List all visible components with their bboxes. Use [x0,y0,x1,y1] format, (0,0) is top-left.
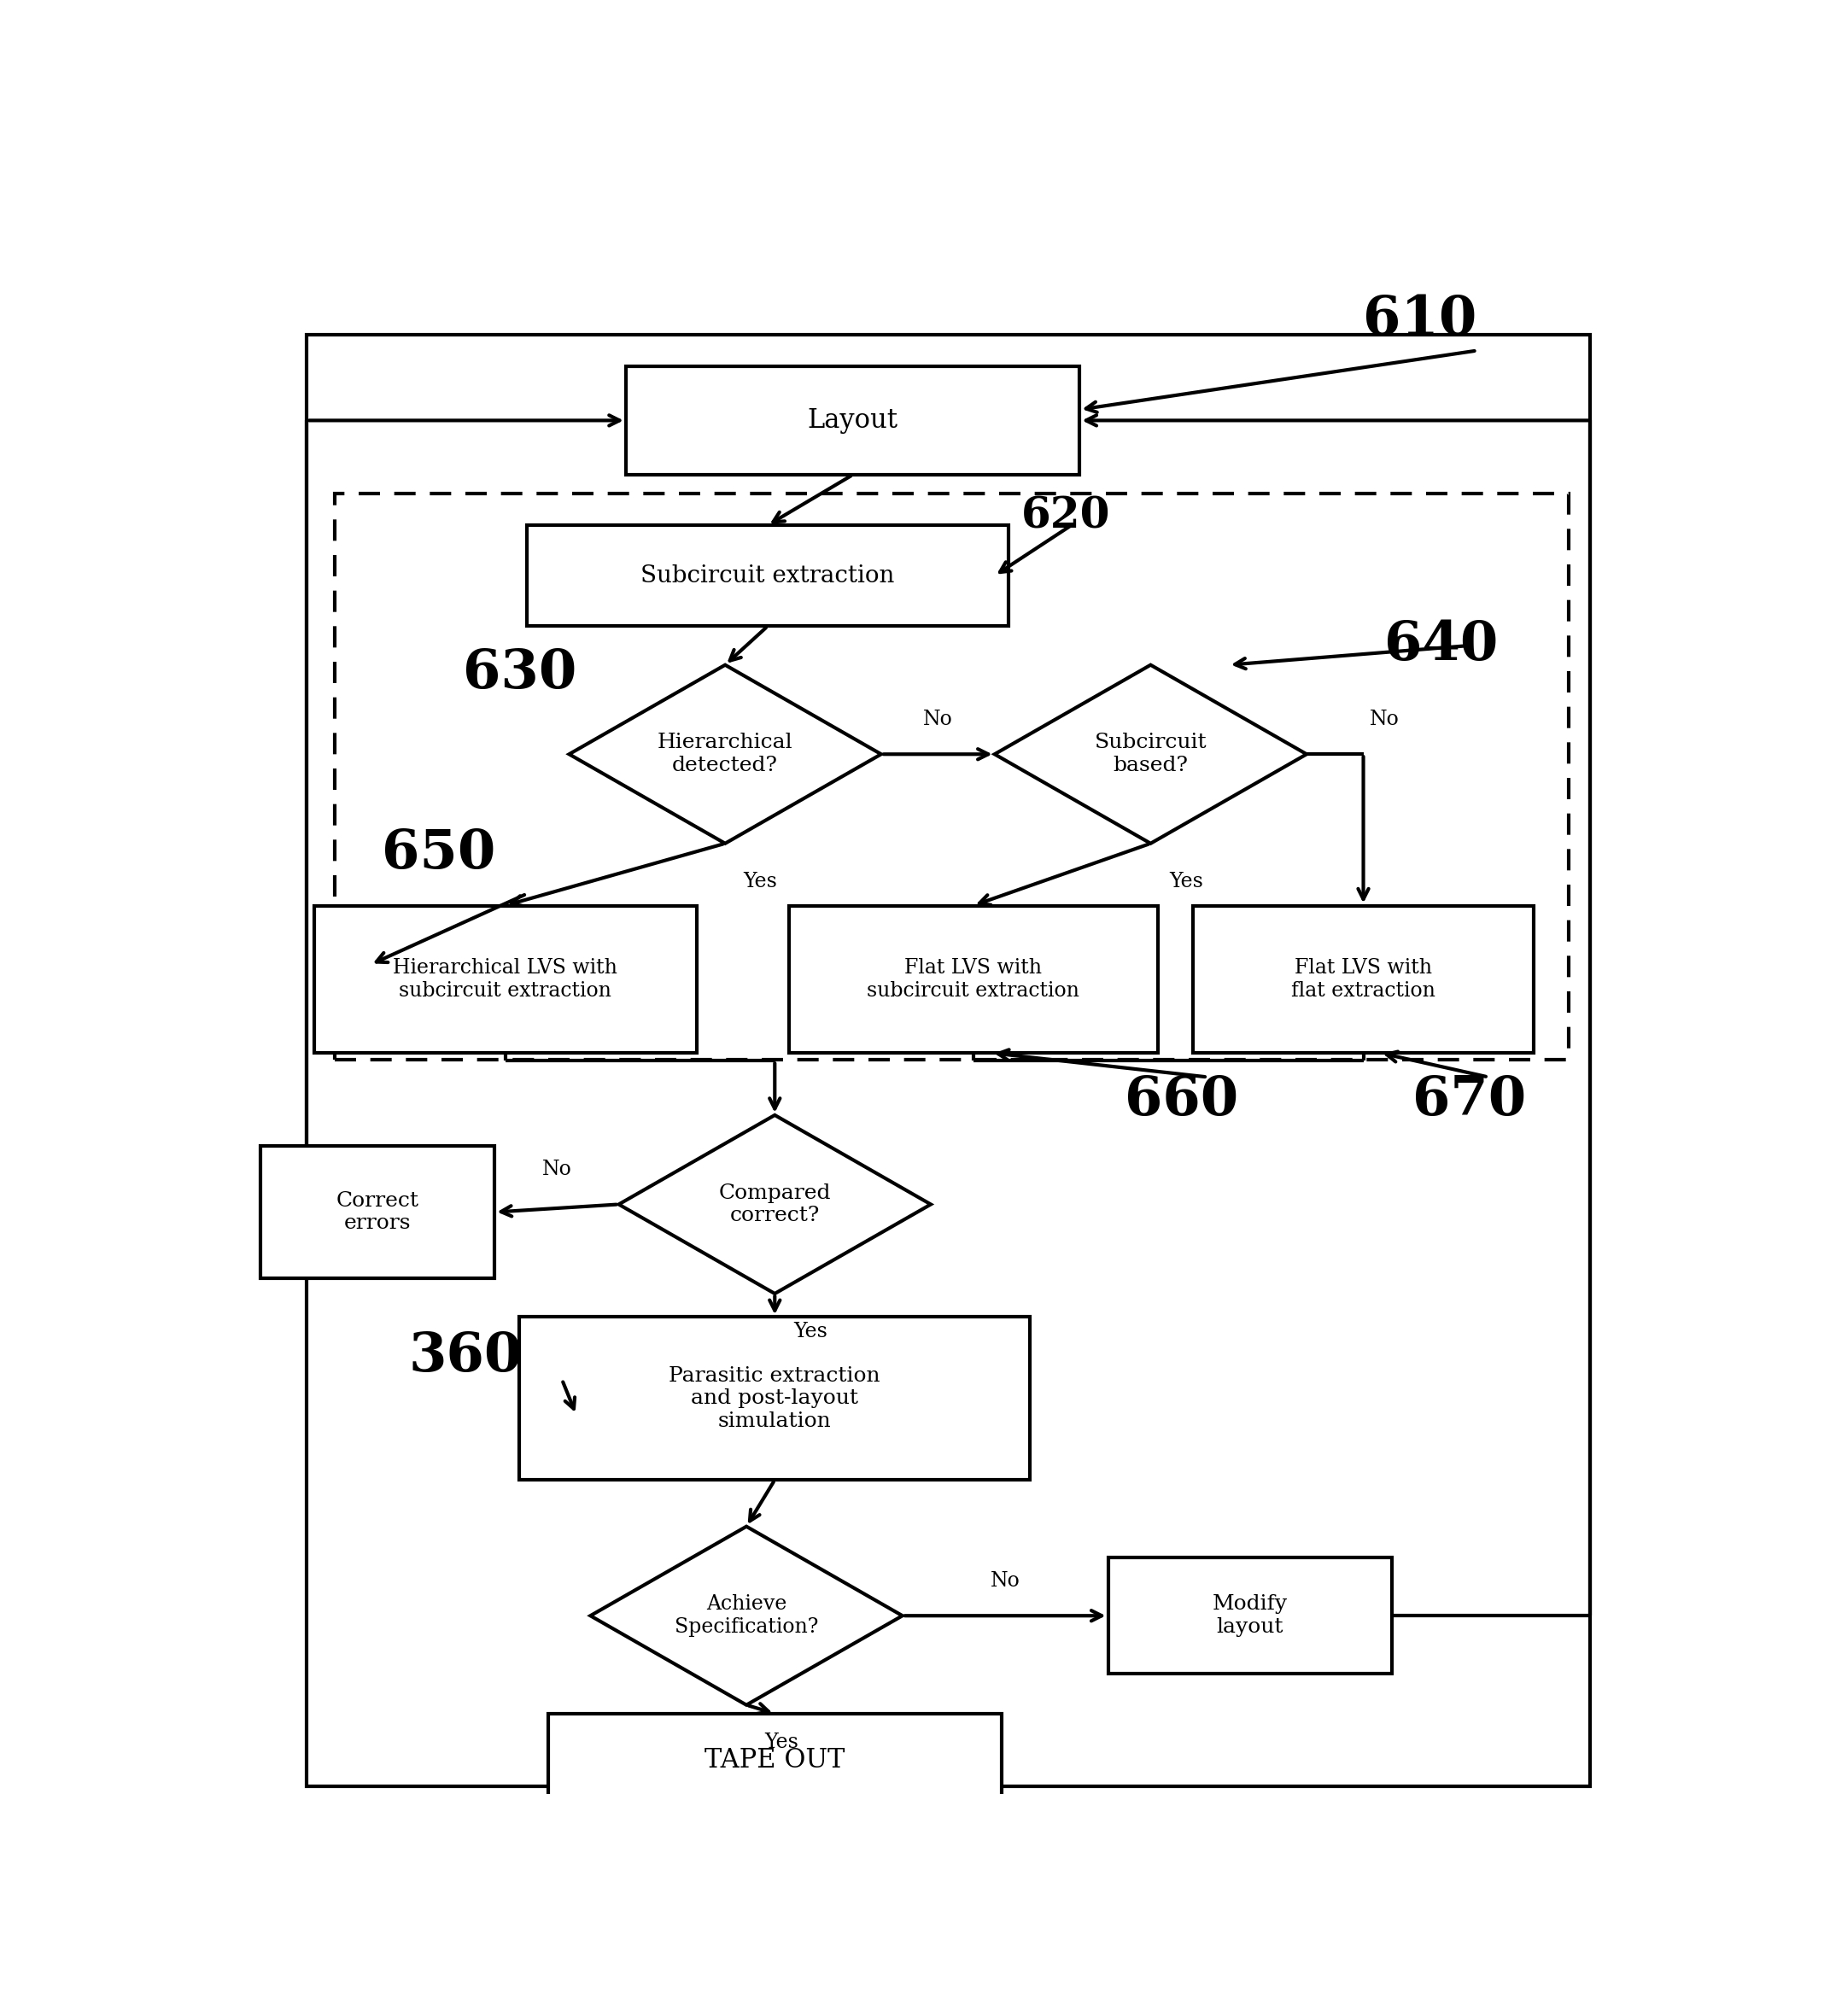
Text: 610: 610 [1363,294,1477,345]
Text: Yes: Yes [1169,871,1202,891]
Polygon shape [996,665,1307,843]
Polygon shape [619,1115,931,1294]
Bar [547,1714,1001,1806]
Bar [789,905,1158,1052]
Bar [315,905,697,1052]
Text: Flat LVS with
subcircuit extraction: Flat LVS with subcircuit extraction [867,958,1080,1000]
Text: Hierarchical
detected?: Hierarchical detected? [657,734,792,776]
Text: 630: 630 [463,647,576,700]
Text: No: No [990,1570,1019,1591]
Text: Achieve
Specification?: Achieve Specification? [675,1595,818,1637]
Text: 360: 360 [408,1331,523,1383]
Bar [527,526,1008,627]
Text: Parasitic extraction
and post-layout
simulation: Parasitic extraction and post-layout sim… [670,1367,880,1431]
Text: 640: 640 [1385,619,1499,671]
Text: Subcircuit extraction: Subcircuit extraction [640,564,895,587]
Text: Subcircuit
based?: Subcircuit based? [1094,734,1206,776]
Text: Yes: Yes [765,1734,800,1752]
Text: 660: 660 [1125,1075,1239,1127]
Text: No: No [1371,710,1400,730]
Text: 620: 620 [1021,496,1111,538]
Text: Flat LVS with
flat extraction: Flat LVS with flat extraction [1292,958,1435,1000]
Polygon shape [569,665,882,843]
Polygon shape [591,1526,902,1706]
Bar [260,1147,494,1278]
Text: 670: 670 [1413,1075,1526,1127]
Bar [520,1316,1030,1480]
Text: 650: 650 [382,827,496,879]
Text: Layout: Layout [807,407,899,433]
Bar [335,494,1568,1060]
Text: TAPE OUT: TAPE OUT [705,1746,845,1774]
Bar [1193,905,1534,1052]
Bar [626,367,1080,476]
Text: Modify
layout: Modify layout [1211,1595,1288,1637]
Text: Hierarchical LVS with
subcircuit extraction: Hierarchical LVS with subcircuit extract… [393,958,617,1000]
Text: Yes: Yes [792,1322,827,1341]
Text: Yes: Yes [743,871,778,891]
Text: No: No [542,1159,571,1179]
Text: No: No [922,710,953,730]
Text: Correct
errors: Correct errors [337,1191,419,1234]
Bar [1109,1558,1393,1673]
Text: Compared
correct?: Compared correct? [719,1183,831,1226]
